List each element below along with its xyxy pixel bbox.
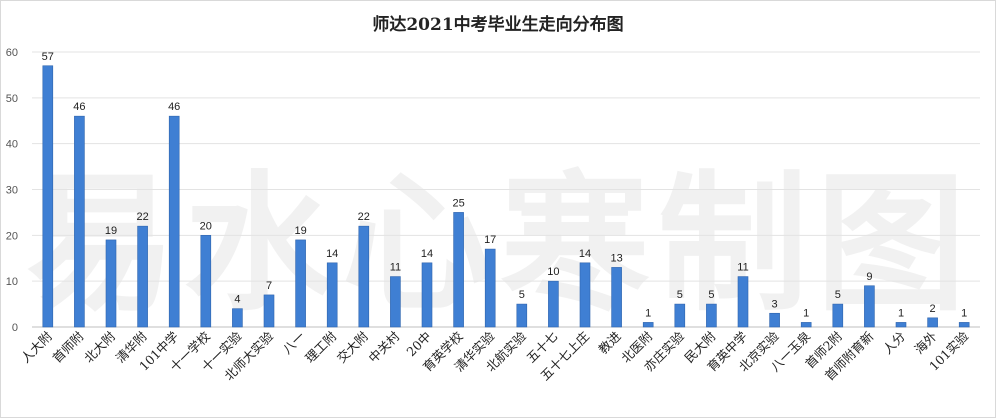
data-label: 57: [42, 51, 54, 63]
data-label: 22: [136, 211, 148, 223]
data-label: 9: [866, 271, 872, 283]
data-label: 11: [390, 262, 401, 274]
category-label: 理工附: [302, 328, 339, 365]
data-label: 14: [421, 248, 433, 260]
bar: [611, 267, 622, 328]
bar: [263, 294, 275, 328]
bar: [864, 285, 875, 328]
data-label: 2: [930, 303, 936, 315]
bar: [737, 276, 749, 328]
bar: [895, 322, 907, 328]
data-label: 5: [835, 289, 841, 301]
data-label: 25: [452, 197, 464, 209]
bar: [326, 262, 338, 328]
bar: [706, 303, 717, 328]
bar: [295, 239, 306, 328]
data-label: 46: [168, 101, 180, 113]
bar: [927, 317, 938, 328]
data-label: 46: [73, 101, 85, 113]
data-label: 5: [708, 289, 714, 301]
bar: [832, 303, 844, 328]
y-tick-label: 0: [12, 322, 18, 334]
y-tick-label: 40: [6, 139, 18, 151]
category-label: 中关村: [365, 328, 402, 365]
bar: [516, 303, 528, 328]
bar: [579, 262, 591, 328]
category-label: 首师附: [49, 328, 86, 365]
data-label: 3: [772, 298, 778, 310]
bar: [105, 239, 117, 328]
data-label: 5: [677, 289, 683, 301]
data-label: 20: [200, 220, 212, 232]
y-tick-label: 10: [6, 276, 18, 288]
data-label: 14: [326, 248, 338, 260]
chart-title: 师达2021中考毕业生走向分布图: [372, 15, 624, 35]
bar: [137, 225, 148, 328]
bar: [358, 225, 370, 328]
category-label: 北大附: [81, 328, 118, 365]
bar: [168, 115, 180, 328]
data-label: 1: [803, 307, 809, 319]
data-label: 22: [358, 211, 370, 223]
data-label: 10: [547, 266, 559, 278]
data-label: 14: [579, 248, 591, 260]
category-label: 人大附: [18, 328, 55, 365]
bar: [800, 322, 812, 328]
bar: [74, 115, 85, 328]
y-tick-label: 50: [6, 93, 18, 105]
bar: [390, 276, 401, 328]
data-label: 19: [105, 225, 117, 237]
y-tick-label: 20: [6, 230, 18, 242]
bar: [674, 303, 686, 328]
data-label: 17: [484, 234, 496, 246]
category-label: 人分: [880, 329, 908, 357]
data-label: 1: [898, 307, 904, 319]
data-label: 13: [610, 252, 622, 264]
bar: [642, 322, 654, 328]
data-label: 1: [961, 307, 967, 319]
data-label: 11: [737, 262, 748, 274]
bar: [484, 248, 496, 328]
y-tick-label: 30: [6, 185, 18, 197]
gridlines: [32, 51, 980, 328]
bar: [200, 235, 212, 328]
data-label: 7: [266, 280, 272, 292]
data-label: 4: [234, 294, 240, 306]
bar: [769, 312, 780, 328]
bar: [232, 308, 243, 328]
bar: [548, 280, 559, 328]
data-label: 1: [645, 307, 651, 319]
bar: [421, 262, 433, 328]
category-label: 交大附: [334, 328, 371, 365]
bar: [958, 322, 970, 328]
bars: [42, 65, 970, 328]
bar: [453, 212, 464, 328]
bar: [42, 65, 54, 328]
data-label: 19: [294, 225, 306, 237]
data-label: 5: [519, 289, 525, 301]
y-axis: 0 10 20 30 40 50 60: [6, 47, 18, 334]
y-tick-label: 60: [6, 47, 18, 59]
